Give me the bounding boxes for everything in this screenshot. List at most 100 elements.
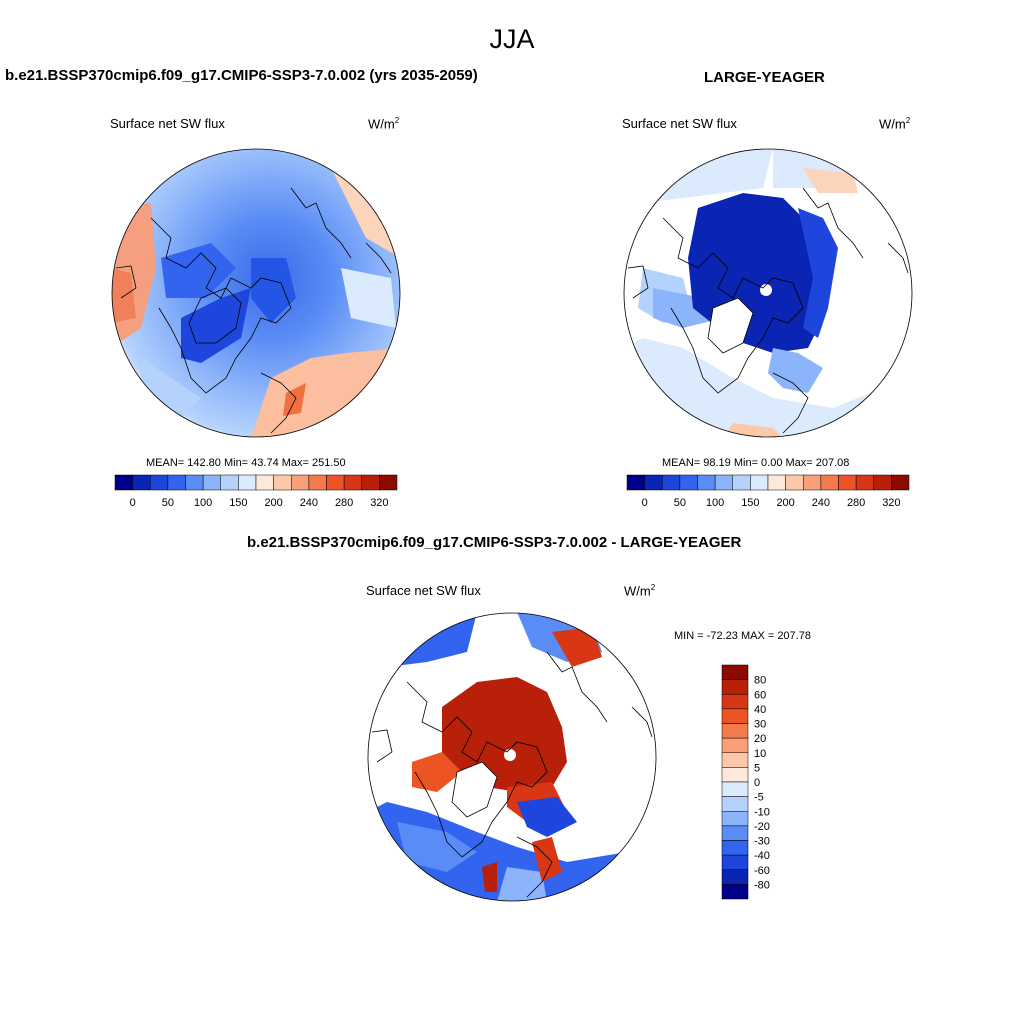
- panel-3-colorbar-tick-label: 30: [754, 719, 766, 731]
- panel-3-colorbar-swatch: [721, 811, 749, 827]
- panel-2-colorbar-swatch: [714, 474, 733, 491]
- panel-3-colorbar-tick-label: 60: [754, 689, 766, 701]
- panel-2-polar-map: [623, 148, 913, 438]
- panel-2-colorbar-tick-label: 320: [882, 497, 900, 509]
- panel-1-colorbar-tick-label: 320: [370, 497, 388, 509]
- panel-1-colorbar-tick-label: 100: [194, 497, 212, 509]
- panel-2-colorbar-swatch: [679, 474, 698, 491]
- panel-1-colorbar-swatch: [132, 474, 151, 491]
- panel-2-variable: Surface net SW flux: [622, 116, 737, 131]
- panel-3-colorbar-tick-label: -40: [754, 850, 770, 862]
- panel-3-colorbar-swatch: [721, 723, 749, 739]
- panel-2-colorbar-swatch: [820, 474, 839, 491]
- ocean-south: [624, 338, 912, 437]
- panel-3-colorbar-swatch: [721, 825, 749, 841]
- panel-1-colorbar-swatch: [220, 474, 239, 491]
- panel-3-units: W/m2: [624, 583, 656, 599]
- panel-2-colorbar-tick-label: 200: [776, 497, 794, 509]
- panel-3-colorbar-tick-label: 80: [754, 675, 766, 687]
- panel-2-colorbar-tick-label: 280: [847, 497, 865, 509]
- panel-1-stats: MEAN= 142.80 Min= 43.74 Max= 251.50: [146, 457, 346, 469]
- panel-1-units: W/m2: [368, 116, 400, 132]
- panel-2-stats: MEAN= 98.19 Min= 0.00 Max= 207.08: [662, 457, 850, 469]
- panel-1-colorbar-tick-label: 240: [300, 497, 318, 509]
- panel-1-colorbar-tick-label: 50: [162, 497, 174, 509]
- panel-1-title: b.e21.BSSP370cmip6.f09_g17.CMIP6-SSP3-7.…: [5, 67, 478, 84]
- panel-2-colorbar-swatch: [626, 474, 645, 491]
- panel-2-colorbar-swatch: [767, 474, 786, 491]
- panel-1-colorbar-swatch: [238, 474, 257, 491]
- panel-1-colorbar-swatch: [361, 474, 380, 491]
- panel-3-colorbar-swatch: [721, 679, 749, 695]
- greenland-region: [181, 288, 251, 363]
- panel-2-colorbar-tick-label: 50: [674, 497, 686, 509]
- panel-1-colorbar-swatch: [308, 474, 327, 491]
- panel-3-colorbar-swatch: [721, 854, 749, 870]
- panel-3-colorbar-tick-label: -10: [754, 806, 770, 818]
- panel-2-colorbar-tick-label: 0: [642, 497, 648, 509]
- coastlines: [115, 187, 392, 434]
- panel-1-colorbar-swatch: [150, 474, 169, 491]
- panel-3-colorbar-swatch: [721, 694, 749, 710]
- panel-2-colorbar-tick-label: 150: [741, 497, 759, 509]
- panel-1-colorbar-swatch: [273, 474, 292, 491]
- panel-2-colorbar-swatch: [732, 474, 751, 491]
- panel-1-colorbar-tick-label: 200: [264, 497, 282, 509]
- coastlines: [627, 187, 909, 434]
- panel-1-colorbar: 0 50 100 150 200 240 280 320: [114, 474, 398, 509]
- panel-3-title: b.e21.BSSP370cmip6.f09_g17.CMIP6-SSP3-7.…: [247, 534, 742, 551]
- panel-1-colorbar-swatch: [326, 474, 345, 491]
- panel-3-colorbar-swatch: [721, 796, 749, 812]
- panel-3-colorbar-tick-label: -80: [754, 879, 770, 891]
- panel-2-colorbar-swatch: [855, 474, 874, 491]
- panel-2-colorbar-swatch: [644, 474, 663, 491]
- panel-3-polar-map: [367, 612, 657, 902]
- panel-1-colorbar-tick-label: 150: [229, 497, 247, 509]
- panel-3-colorbar-tick-label: -30: [754, 836, 770, 848]
- coastlines: [371, 651, 653, 898]
- panel-3-stats: MIN = -72.23 MAX = 207.78: [674, 630, 811, 642]
- panel-3-colorbar-tick-label: -60: [754, 865, 770, 877]
- panel-2-colorbar-swatch: [873, 474, 892, 491]
- panel-2-colorbar-swatch: [697, 474, 716, 491]
- panel-2-units: W/m2: [879, 116, 911, 132]
- panel-3-colorbar-tick-label: 10: [754, 748, 766, 760]
- panel-3-colorbar-swatch: [721, 781, 749, 797]
- panel-3-colorbar-swatch: [721, 767, 749, 783]
- panel-2-colorbar-tick-label: 240: [812, 497, 830, 509]
- panel-3-colorbar-swatch: [721, 884, 749, 900]
- panel-2-colorbar-tick-label: 100: [706, 497, 724, 509]
- panel-1-colorbar-swatch: [291, 474, 310, 491]
- panel-3-colorbar-tick-label: -5: [754, 792, 764, 804]
- panel-1-colorbar-swatch: [343, 474, 362, 491]
- season-title: JJA: [489, 24, 535, 54]
- panel-3-colorbar-swatch: [721, 708, 749, 724]
- panel-3-colorbar-swatch: [721, 737, 749, 753]
- panel-3-colorbar-swatch: [721, 840, 749, 856]
- panel-1-colorbar-swatch: [167, 474, 186, 491]
- panel-1-colorbar-swatch: [202, 474, 221, 491]
- panel-1-colorbar-swatch: [114, 474, 133, 491]
- panel-3-colorbar-tick-label: -20: [754, 821, 770, 833]
- panel-1-colorbar-swatch: [255, 474, 274, 491]
- panel-2-colorbar-swatch: [838, 474, 857, 491]
- panel-3-colorbar-tick-label: 5: [754, 762, 760, 774]
- panel-3-colorbar-tick-label: 0: [754, 777, 760, 789]
- panel-2-colorbar-swatch: [662, 474, 681, 491]
- panel-3-colorbar-swatch: [721, 664, 749, 680]
- negative-ocean-region: [368, 802, 656, 901]
- panel-3-variable: Surface net SW flux: [366, 583, 481, 598]
- panel-1-colorbar-tick-label: 280: [335, 497, 353, 509]
- panel-2-colorbar-swatch: [750, 474, 769, 491]
- panel-2-colorbar: 0 50 100 150 200 240 280 320: [626, 474, 910, 509]
- panel-3-colorbar-tick-label: 20: [754, 733, 766, 745]
- panel-1-variable: Surface net SW flux: [110, 116, 225, 131]
- panel-3-colorbar-swatch: [721, 869, 749, 885]
- panel-3-colorbar-tick-label: 40: [754, 704, 766, 716]
- panel-1-colorbar-swatch: [185, 474, 204, 491]
- panel-1-polar-map: [111, 148, 401, 438]
- positive-ice-region: [442, 677, 567, 792]
- panel-2-colorbar-swatch: [785, 474, 804, 491]
- panel-1-colorbar-tick-label: 0: [130, 497, 136, 509]
- panel-2-colorbar-swatch: [891, 474, 910, 491]
